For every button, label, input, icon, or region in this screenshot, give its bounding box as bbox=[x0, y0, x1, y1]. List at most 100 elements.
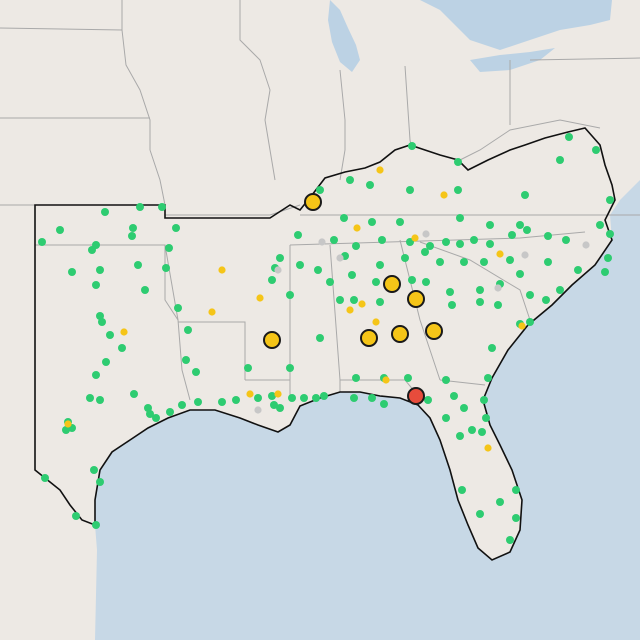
station-marker-green[interactable] bbox=[422, 278, 430, 286]
station-marker-green[interactable] bbox=[316, 186, 324, 194]
station-marker-green[interactable] bbox=[368, 394, 376, 402]
station-marker-green[interactable] bbox=[574, 266, 582, 274]
station-marker-green[interactable] bbox=[106, 331, 114, 339]
station-marker-green[interactable] bbox=[340, 214, 348, 222]
station-marker-green[interactable] bbox=[446, 288, 454, 296]
station-marker-yellow[interactable] bbox=[358, 300, 366, 308]
station-marker-green[interactable] bbox=[442, 376, 450, 384]
station-marker-gray[interactable] bbox=[254, 406, 262, 414]
station-marker-green[interactable] bbox=[592, 146, 600, 154]
station-marker-green[interactable] bbox=[244, 364, 252, 372]
station-marker-green[interactable] bbox=[408, 276, 416, 284]
station-marker-green[interactable] bbox=[565, 133, 573, 141]
station-marker-green[interactable] bbox=[470, 236, 478, 244]
station-marker-green[interactable] bbox=[480, 258, 488, 266]
station-marker-yellow[interactable] bbox=[372, 318, 380, 326]
station-marker-green[interactable] bbox=[516, 270, 524, 278]
highlight-marker-yellow[interactable] bbox=[407, 290, 425, 308]
station-marker-yellow[interactable] bbox=[208, 308, 216, 316]
station-marker-green[interactable] bbox=[182, 356, 190, 364]
station-marker-green[interactable] bbox=[456, 432, 464, 440]
station-marker-green[interactable] bbox=[102, 358, 110, 366]
station-marker-gray[interactable] bbox=[422, 230, 430, 238]
station-marker-green[interactable] bbox=[98, 318, 106, 326]
station-marker-green[interactable] bbox=[372, 278, 380, 286]
station-marker-green[interactable] bbox=[506, 536, 514, 544]
station-marker-gray[interactable] bbox=[336, 254, 344, 262]
station-marker-green[interactable] bbox=[426, 242, 434, 250]
station-marker-green[interactable] bbox=[526, 318, 534, 326]
station-marker-green[interactable] bbox=[556, 286, 564, 294]
highlight-marker-yellow[interactable] bbox=[360, 329, 378, 347]
station-marker-green[interactable] bbox=[96, 478, 104, 486]
station-marker-green[interactable] bbox=[486, 221, 494, 229]
station-marker-green[interactable] bbox=[288, 394, 296, 402]
station-marker-green[interactable] bbox=[401, 254, 409, 262]
station-marker-green[interactable] bbox=[544, 232, 552, 240]
station-marker-green[interactable] bbox=[90, 466, 98, 474]
station-marker-yellow[interactable] bbox=[376, 166, 384, 174]
station-marker-yellow[interactable] bbox=[484, 444, 492, 452]
station-marker-green[interactable] bbox=[596, 221, 604, 229]
station-marker-green[interactable] bbox=[450, 392, 458, 400]
station-marker-yellow[interactable] bbox=[64, 420, 72, 428]
station-marker-green[interactable] bbox=[606, 196, 614, 204]
station-marker-green[interactable] bbox=[484, 374, 492, 382]
station-marker-yellow[interactable] bbox=[440, 191, 448, 199]
station-marker-yellow[interactable] bbox=[353, 224, 361, 232]
station-marker-green[interactable] bbox=[454, 186, 462, 194]
station-marker-green[interactable] bbox=[521, 191, 529, 199]
station-marker-green[interactable] bbox=[146, 410, 154, 418]
station-marker-green[interactable] bbox=[86, 394, 94, 402]
station-marker-green[interactable] bbox=[294, 231, 302, 239]
station-marker-green[interactable] bbox=[352, 242, 360, 250]
station-marker-green[interactable] bbox=[482, 414, 490, 422]
station-marker-green[interactable] bbox=[442, 414, 450, 422]
station-marker-green[interactable] bbox=[378, 236, 386, 244]
station-marker-yellow[interactable] bbox=[411, 234, 419, 242]
station-marker-green[interactable] bbox=[72, 512, 80, 520]
station-marker-gray[interactable] bbox=[318, 238, 326, 246]
station-marker-green[interactable] bbox=[101, 208, 109, 216]
station-marker-green[interactable] bbox=[270, 401, 278, 409]
station-marker-green[interactable] bbox=[476, 286, 484, 294]
station-marker-green[interactable] bbox=[508, 231, 516, 239]
station-marker-green[interactable] bbox=[526, 291, 534, 299]
station-marker-green[interactable] bbox=[346, 176, 354, 184]
station-marker-green[interactable] bbox=[314, 266, 322, 274]
station-marker-green[interactable] bbox=[165, 244, 173, 252]
station-marker-green[interactable] bbox=[174, 304, 182, 312]
station-marker-green[interactable] bbox=[276, 404, 284, 412]
station-marker-green[interactable] bbox=[41, 474, 49, 482]
station-marker-green[interactable] bbox=[136, 203, 144, 211]
station-marker-green[interactable] bbox=[166, 408, 174, 416]
station-marker-green[interactable] bbox=[488, 344, 496, 352]
station-marker-green[interactable] bbox=[316, 334, 324, 342]
station-marker-green[interactable] bbox=[134, 261, 142, 269]
station-marker-gray[interactable] bbox=[494, 284, 502, 292]
station-marker-gray[interactable] bbox=[582, 241, 590, 249]
station-marker-green[interactable] bbox=[268, 392, 276, 400]
station-marker-green[interactable] bbox=[366, 181, 374, 189]
station-marker-green[interactable] bbox=[456, 240, 464, 248]
station-marker-yellow[interactable] bbox=[346, 306, 354, 314]
station-marker-yellow[interactable] bbox=[518, 322, 526, 330]
station-marker-green[interactable] bbox=[296, 261, 304, 269]
station-marker-yellow[interactable] bbox=[496, 250, 504, 258]
station-marker-green[interactable] bbox=[194, 398, 202, 406]
alert-marker-red[interactable] bbox=[407, 387, 425, 405]
station-marker-green[interactable] bbox=[352, 374, 360, 382]
station-marker-yellow[interactable] bbox=[274, 390, 282, 398]
station-marker-green[interactable] bbox=[129, 224, 137, 232]
station-marker-green[interactable] bbox=[320, 392, 328, 400]
station-marker-green[interactable] bbox=[158, 203, 166, 211]
station-marker-green[interactable] bbox=[162, 264, 170, 272]
station-marker-green[interactable] bbox=[312, 394, 320, 402]
station-marker-green[interactable] bbox=[506, 256, 514, 264]
station-marker-green[interactable] bbox=[448, 301, 456, 309]
station-marker-green[interactable] bbox=[276, 254, 284, 262]
station-marker-green[interactable] bbox=[330, 236, 338, 244]
station-marker-green[interactable] bbox=[350, 394, 358, 402]
station-marker-green[interactable] bbox=[118, 344, 126, 352]
